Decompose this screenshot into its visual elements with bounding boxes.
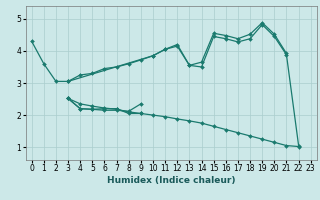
X-axis label: Humidex (Indice chaleur): Humidex (Indice chaleur) — [107, 176, 236, 185]
